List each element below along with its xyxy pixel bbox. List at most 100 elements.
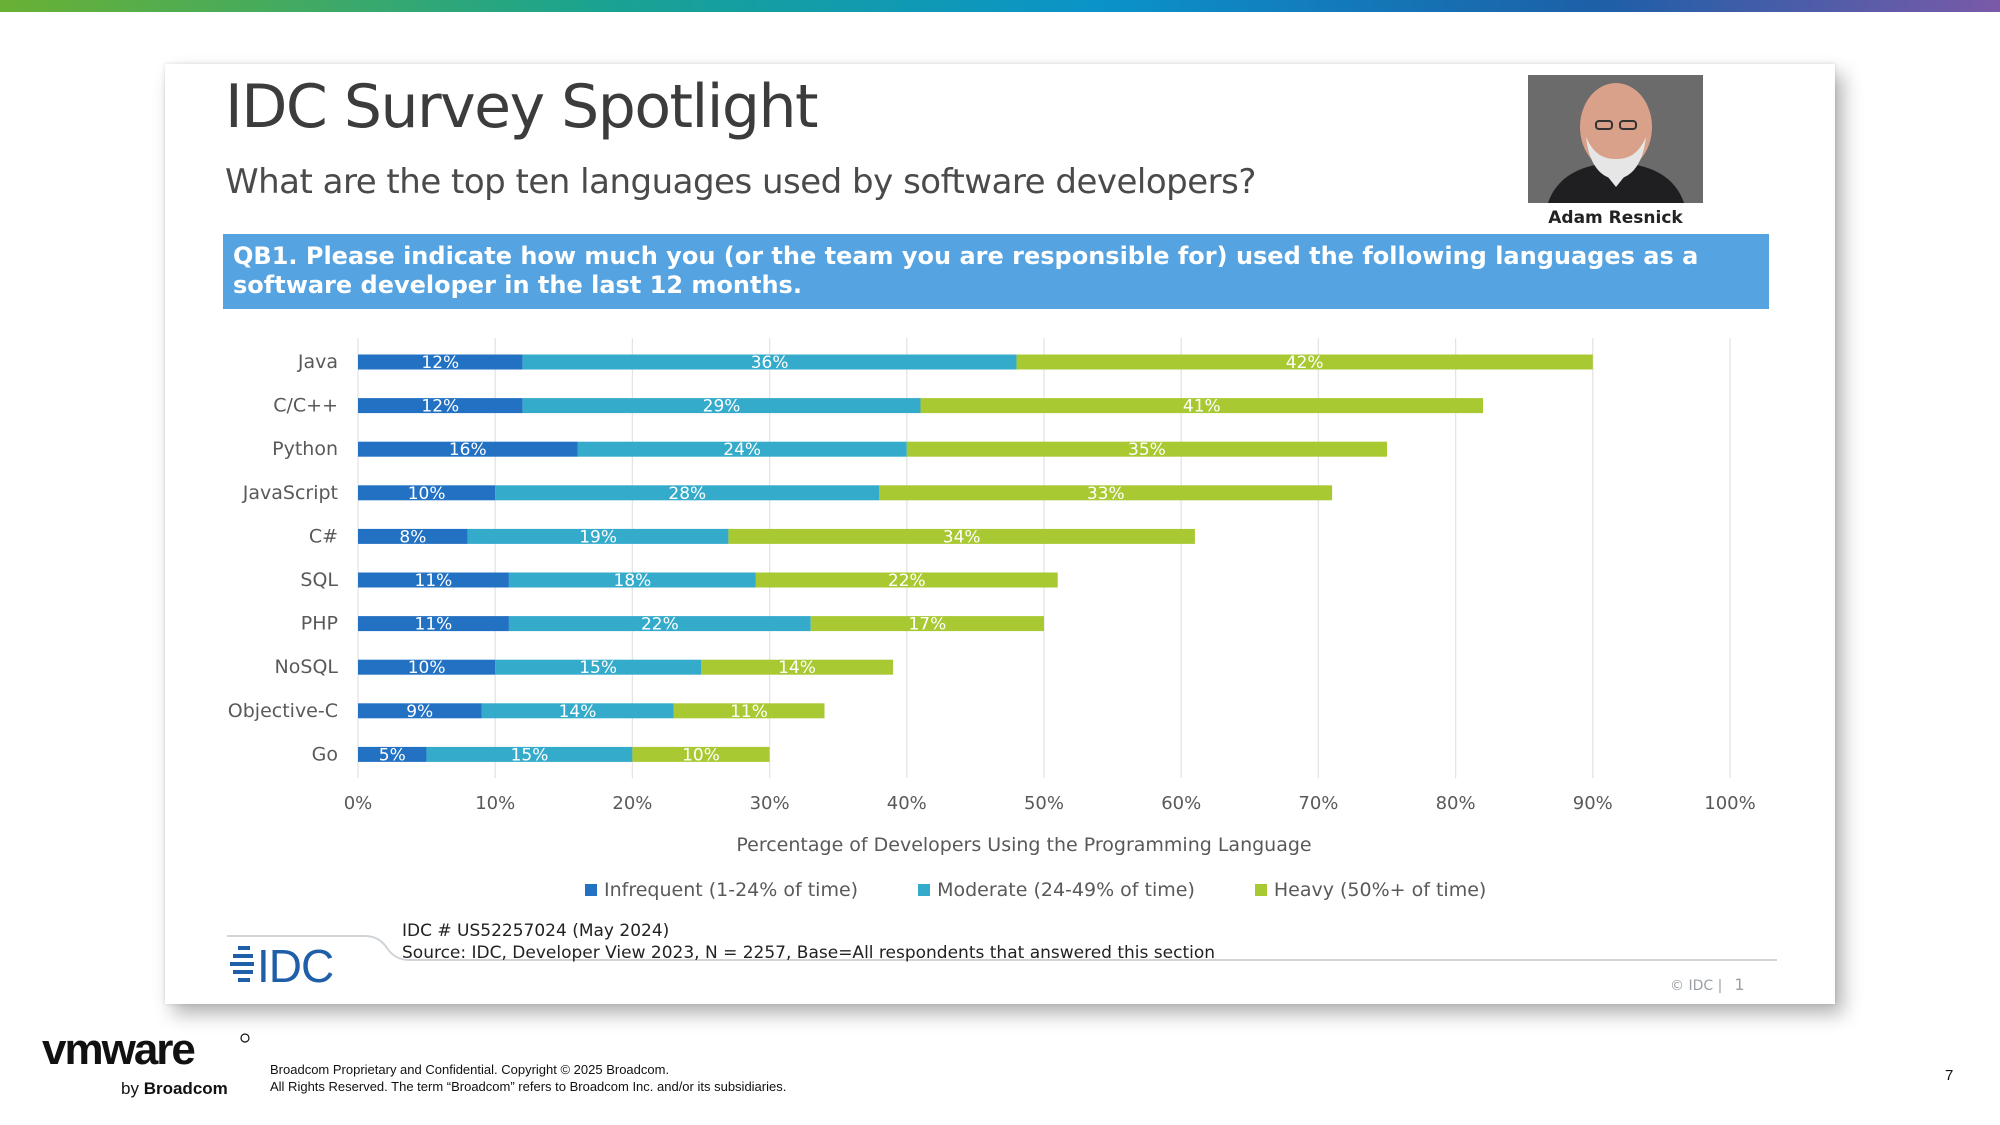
category-label: C/C++ bbox=[273, 395, 338, 417]
x-tick-label: 100% bbox=[1704, 793, 1755, 814]
legend-label-heavy: Heavy (50%+ of time) bbox=[1273, 879, 1487, 901]
bar-moderate bbox=[508, 572, 756, 588]
data-label: 14% bbox=[778, 658, 816, 678]
bar-moderate bbox=[495, 485, 880, 501]
x-tick-label: 80% bbox=[1436, 793, 1476, 814]
category-label: SQL bbox=[300, 569, 338, 591]
bar-moderate bbox=[522, 398, 921, 414]
idc-source: Source: IDC, Developer View 2023, N = 22… bbox=[402, 943, 1216, 963]
data-label: 29% bbox=[703, 397, 741, 417]
slide-title: IDC Survey Spotlight bbox=[225, 72, 819, 142]
x-tick-label: 0% bbox=[344, 793, 373, 814]
legend-label-infrequent: Infrequent (1-24% of time) bbox=[604, 879, 859, 901]
analyst-portrait-icon bbox=[1528, 75, 1703, 203]
x-axis-title: Percentage of Developers Using the Progr… bbox=[736, 834, 1311, 856]
legend-item-moderate: Moderate (24-49% of time) bbox=[918, 879, 1195, 901]
data-label: 18% bbox=[614, 571, 652, 591]
x-tick-label: 20% bbox=[612, 793, 652, 814]
bar-infrequent bbox=[358, 746, 427, 762]
category-label: Python bbox=[272, 438, 338, 460]
bar-heavy bbox=[728, 528, 1195, 544]
analyst-name: Adam Resnick bbox=[1548, 208, 1683, 228]
bar-moderate bbox=[467, 528, 729, 544]
bar-heavy bbox=[920, 398, 1484, 414]
bar-heavy bbox=[906, 441, 1387, 457]
bar-infrequent bbox=[358, 354, 523, 370]
data-label: 36% bbox=[751, 353, 789, 373]
legend-item-heavy: Heavy (50%+ of time) bbox=[1254, 879, 1487, 901]
idc-document-number: IDC # US52257024 (May 2024) bbox=[402, 921, 670, 941]
x-tick-label: 30% bbox=[750, 793, 790, 814]
bar-heavy bbox=[701, 659, 894, 675]
data-label: 11% bbox=[415, 571, 453, 591]
page-number: 7 bbox=[1945, 1067, 1954, 1084]
bar-heavy bbox=[879, 485, 1333, 501]
x-tick-label: 50% bbox=[1024, 793, 1064, 814]
idc-logo-text: IDC bbox=[257, 940, 333, 986]
analyst-photo bbox=[1528, 75, 1703, 203]
legend-swatch-infrequent bbox=[585, 884, 597, 896]
data-label: 34% bbox=[943, 527, 981, 547]
idc-page-number: 1 bbox=[1734, 975, 1745, 994]
bar-moderate bbox=[577, 441, 907, 457]
data-label: 10% bbox=[408, 484, 446, 504]
category-label: PHP bbox=[301, 613, 338, 635]
data-label: 41% bbox=[1183, 397, 1221, 417]
data-label: 22% bbox=[888, 571, 926, 591]
data-label: 9% bbox=[406, 702, 433, 722]
legend-item-infrequent: Infrequent (1-24% of time) bbox=[585, 879, 858, 901]
stacked-bar-chart: 0% 10% 20% 30% 40% 50% 60% 70% 80% 90% 100% Java 12%… bbox=[228, 338, 1756, 856]
data-label: 17% bbox=[908, 615, 946, 635]
data-label: 11% bbox=[730, 702, 768, 722]
by-text: by bbox=[121, 1079, 139, 1098]
data-label: 12% bbox=[421, 353, 459, 373]
data-label: 42% bbox=[1286, 353, 1324, 373]
idc-copyright-text: © IDC | bbox=[1670, 978, 1723, 994]
legend-swatch-moderate bbox=[918, 884, 931, 896]
x-tick-label: 10% bbox=[475, 793, 515, 814]
data-label: 14% bbox=[559, 702, 597, 722]
by-broadcom: by Broadcom bbox=[121, 1079, 228, 1099]
data-label: 22% bbox=[641, 615, 679, 635]
bar-heavy bbox=[673, 703, 825, 719]
vmware-logo: vmware bbox=[42, 1032, 250, 1072]
category-label: JavaScript bbox=[242, 482, 338, 504]
category-label: Go bbox=[312, 743, 338, 765]
bar-moderate bbox=[426, 746, 633, 762]
data-label: 15% bbox=[579, 658, 617, 678]
data-label: 11% bbox=[415, 615, 453, 635]
bar-infrequent bbox=[358, 398, 523, 414]
data-label: 10% bbox=[408, 658, 446, 678]
chart-legend: Infrequent (1-24% of time) Moderate (24-… bbox=[585, 878, 1546, 902]
slide-subtitle: What are the top ten languages used by s… bbox=[225, 162, 1256, 202]
bar-infrequent bbox=[358, 485, 496, 501]
legal-line-1: Broadcom Proprietary and Confidential. C… bbox=[270, 1062, 670, 1077]
chart-labels: 0% 10% 20% 30% 40% 50% 60% 70% 80% 90% 100% Java 12%… bbox=[228, 351, 1756, 814]
x-tick-label: 90% bbox=[1573, 793, 1613, 814]
bar-heavy bbox=[1016, 354, 1593, 370]
top-gradient-bar bbox=[0, 0, 2000, 12]
bar-moderate bbox=[522, 354, 1017, 370]
source-divider bbox=[227, 935, 1777, 961]
bar-infrequent bbox=[358, 616, 509, 632]
survey-question: QB1. Please indicate how much you (or th… bbox=[223, 234, 1769, 309]
bar-infrequent bbox=[358, 703, 482, 719]
idc-logo: IDC bbox=[230, 940, 334, 986]
category-label: C# bbox=[309, 525, 338, 547]
legal-line-2: All Rights Reserved. The term “Broadcom”… bbox=[270, 1079, 787, 1094]
bar-heavy bbox=[632, 746, 770, 762]
data-label: 15% bbox=[511, 745, 549, 765]
bar-heavy bbox=[755, 572, 1058, 588]
x-tick-label: 70% bbox=[1298, 793, 1338, 814]
bar-heavy bbox=[810, 616, 1044, 632]
data-label: 10% bbox=[682, 745, 720, 765]
broadcom-text: Broadcom bbox=[143, 1079, 228, 1098]
data-label: 28% bbox=[668, 484, 706, 504]
data-label: 8% bbox=[399, 527, 426, 547]
bar-moderate bbox=[481, 703, 674, 719]
data-label: 35% bbox=[1128, 440, 1166, 460]
category-label: Java bbox=[297, 351, 338, 373]
bar-moderate bbox=[508, 616, 811, 632]
legend-label-moderate: Moderate (24-49% of time) bbox=[937, 879, 1195, 901]
x-tick-label: 60% bbox=[1161, 793, 1201, 814]
